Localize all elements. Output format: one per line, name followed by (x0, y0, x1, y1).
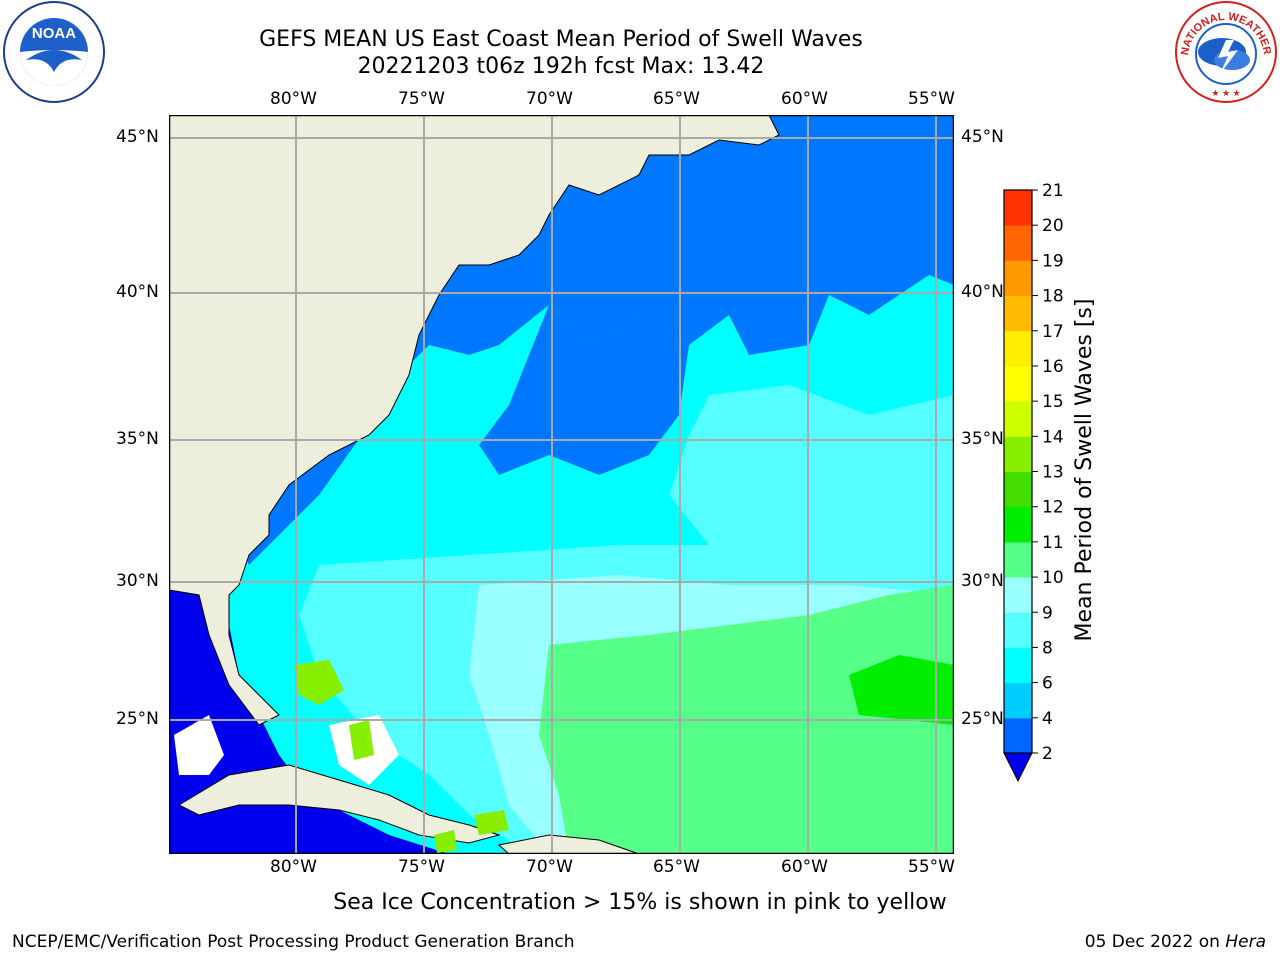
map-frame (169, 115, 954, 854)
colorbar-segment (1004, 647, 1032, 684)
colorbar-segment (1004, 612, 1032, 648)
lat-label-left: 25°N (116, 709, 159, 729)
svg-text:★ ★ ★: ★ ★ ★ (1211, 88, 1240, 98)
lat-label-left: 30°N (116, 571, 159, 591)
lon-label-top: 55°W (908, 89, 955, 109)
contour-10-11s (849, 655, 954, 725)
colorbar-tick-label: 15 (1042, 392, 1064, 412)
run-date: 05 Dec 2022 on Hera (1085, 932, 1266, 952)
run-date-text: 05 Dec 2022 on (1084, 932, 1226, 952)
chart-subtitle: 20221203 t06z 192h fcst Max: 13.42 (357, 54, 765, 79)
colorbar-segment (1004, 260, 1032, 297)
colorbar-tick-label: 6 (1042, 674, 1053, 694)
contour-10-12s (474, 810, 509, 835)
sea-ice-note: Sea Ice Concentration > 15% is shown in … (333, 890, 947, 915)
lon-label-top: 75°W (398, 89, 445, 109)
land-cuba (177, 764, 501, 844)
contour-6-8s (669, 385, 954, 595)
lon-label-bottom: 75°W (398, 857, 445, 877)
colorbar-segment (1004, 436, 1032, 472)
lon-label-bottom: 60°W (781, 857, 828, 877)
colorbar-tick-label: 4 (1042, 709, 1053, 729)
colorbar-tick-label: 18 (1042, 287, 1064, 307)
swell-period-map (169, 115, 954, 854)
colorbar-segment (1004, 190, 1032, 226)
colorbar-segment (1004, 365, 1032, 402)
colorbar-segment (1004, 401, 1032, 437)
colorbar-tick-label: 19 (1042, 251, 1064, 271)
colorbar-segment (1004, 471, 1032, 508)
colorbar-segment (1004, 541, 1032, 578)
lon-label-bottom: 80°W (270, 857, 317, 877)
map-gridlines (169, 115, 954, 854)
lat-label-left: 40°N (116, 282, 159, 302)
svg-text:NOAA: NOAA (32, 25, 76, 42)
lat-label-right: 30°N (961, 571, 1004, 591)
lon-label-bottom: 55°W (908, 857, 955, 877)
colorbar-segment (1004, 295, 1032, 332)
colorbar-tick-label: 9 (1042, 603, 1053, 623)
colorbar-segment (1004, 717, 1032, 754)
colorbar: 2 4 6 8 9 10 11 12 13 14 15 16 17 18 19 20 21 (1003, 181, 1064, 783)
land-north-america (169, 115, 780, 726)
contour-2-4s (229, 115, 954, 565)
lon-label-bottom: 65°W (653, 857, 700, 877)
contour-10-12s (434, 830, 457, 853)
colorbar-label: Mean Period of Swell Waves [s] (1072, 298, 1097, 642)
lat-label-right: 35°N (961, 429, 1004, 449)
lon-label-top: 65°W (653, 89, 700, 109)
lat-label-right: 25°N (961, 709, 1004, 729)
colorbar-tick-label: 2 (1042, 744, 1053, 764)
lon-label-top: 80°W (270, 89, 317, 109)
colorbar-tick-label: 14 (1042, 427, 1064, 447)
colorbar-ticks: 2 4 6 8 9 10 11 12 13 14 15 16 17 18 19 20 21 (1032, 181, 1064, 764)
colorbar-under-arrow (1003, 752, 1033, 783)
lon-label-bottom: 70°W (526, 857, 573, 877)
no-data-area (174, 715, 224, 775)
colorbar-tick-label: 16 (1042, 357, 1064, 377)
colorbar-tick-label: 21 (1042, 181, 1064, 201)
colorbar-segments (1004, 190, 1032, 754)
lat-label-left: 35°N (116, 429, 159, 449)
colorbar-tick-label: 12 (1042, 498, 1064, 518)
colorbar-tick-label: 20 (1042, 216, 1064, 236)
colorbar-segment (1004, 330, 1032, 367)
nws-logo: NATIONAL WEATHER SERVICE ★ ★ ★ (1174, 0, 1277, 103)
colorbar-segment (1004, 682, 1032, 719)
colorbar-segment (1004, 506, 1032, 543)
lon-label-top: 60°W (781, 89, 828, 109)
contour-2-4s (769, 175, 869, 255)
contour-2-4s (479, 305, 689, 475)
lat-label-right: 45°N (961, 127, 1004, 147)
colorbar-tick-label: 11 (1042, 533, 1064, 553)
colorbar-tick-label: 10 (1042, 568, 1064, 588)
lat-label-left: 45°N (116, 127, 159, 147)
land-hispaniola (497, 834, 640, 854)
lat-label-right: 40°N (961, 282, 1004, 302)
chart-title: GEFS MEAN US East Coast Mean Period of S… (259, 27, 863, 52)
colorbar-tick-label: 17 (1042, 322, 1064, 342)
colorbar-segment (1004, 225, 1032, 261)
noaa-logo: NOAA (3, 1, 105, 103)
colorbar-tick-label: 13 (1042, 463, 1064, 483)
machine-name: Hera (1225, 932, 1266, 952)
colorbar-tick-label: 8 (1042, 638, 1053, 658)
contour-10-12s (349, 720, 374, 760)
contour-10-12s (294, 660, 344, 705)
credit-text: NCEP/EMC/Verification Post Processing Pr… (12, 932, 575, 952)
lon-label-top: 70°W (526, 89, 573, 109)
colorbar-segment (1004, 577, 1032, 613)
